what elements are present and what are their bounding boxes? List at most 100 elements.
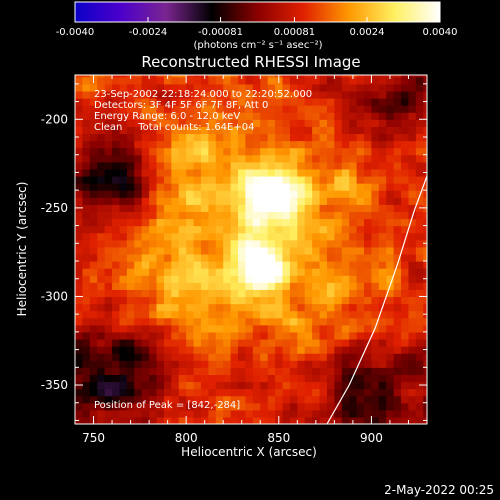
heatmap-cell [356,147,365,156]
heatmap-cell [289,360,298,368]
heatmap-cell [260,268,269,276]
heatmap-cell [112,395,121,404]
heatmap-cell [304,402,313,411]
heatmap-cell [223,324,232,333]
heatmap-cell [341,402,350,411]
heatmap-cell [89,140,98,149]
heatmap-cell [378,211,387,220]
heatmap-cell [356,296,365,305]
heatmap-cell [156,346,165,354]
heatmap-cell [371,140,380,149]
heatmap-cell [304,190,313,198]
heatmap-cell [260,296,269,305]
heatmap-cell [423,402,427,411]
heatmap-cell [304,112,313,120]
heatmap-cell [230,90,239,99]
heatmap-cell [356,374,365,383]
heatmap-cell [415,353,424,361]
heatmap-cell [364,246,373,255]
heatmap-cell [134,282,143,290]
heatmap-cell [193,246,202,255]
heatmap-cell [349,353,358,361]
heatmap-cell [319,112,328,120]
heatmap-cell [289,218,298,227]
heatmap-cell [401,119,410,127]
heatmap-cell [275,381,284,390]
heatmap-cell [415,161,424,170]
heatmap-cell [326,360,335,368]
heatmap-cell [178,416,187,424]
heatmap-cell [238,317,247,326]
heatmap-cell [423,119,427,127]
heatmap-cell [156,395,165,404]
heatmap-cell [312,388,321,397]
heatmap-cell [141,161,150,170]
heatmap-cell [252,374,261,383]
heatmap-cell [178,76,187,85]
heatmap-cell [163,239,172,248]
heatmap-cell [349,140,358,149]
heatmap-cell [82,90,91,99]
heatmap-cell [223,331,232,340]
heatmap-cell [341,381,350,390]
heatmap-cell [408,119,417,127]
heatmap-cell [97,388,106,397]
heatmap-cell [386,161,395,170]
heatmap-cell [364,211,373,220]
heatmap-cell [215,317,224,326]
heatmap-cell [230,324,239,333]
heatmap-cell [82,268,91,276]
heatmap-cell [112,119,121,127]
heatmap-cell [119,218,128,227]
heatmap-cell [149,168,158,177]
heatmap-cell [171,225,180,234]
heatmap-cell [415,218,424,227]
heatmap-cell [97,168,106,177]
heatmap-cell [245,147,254,156]
heatmap-cell [238,83,247,92]
heatmap-cell [230,310,239,319]
heatmap-cell [97,133,106,142]
heatmap-cell [156,204,165,213]
heatmap-cell [386,197,395,205]
heatmap-cell [349,310,358,319]
heatmap-cell [297,190,306,198]
heatmap-cell [393,374,402,383]
heatmap-cell [260,218,269,227]
heatmap-cell [208,303,217,312]
heatmap-cell [134,338,143,347]
heatmap-cell [75,275,84,283]
heatmap-cell [356,105,365,113]
heatmap-cell [82,282,91,290]
heatmap-cell [334,402,343,411]
heatmap-cell [89,197,98,205]
heatmap-cell [112,275,121,283]
heatmap-cell [178,218,187,227]
heatmap-cell [423,211,427,220]
heatmap-cell [386,126,395,135]
heatmap-cell [393,353,402,361]
heatmap-cell [75,409,84,418]
heatmap-cell [378,140,387,149]
heatmap-cell [200,168,209,177]
heatmap-cell [141,239,150,248]
heatmap-cell [230,211,239,220]
heatmap-cell [401,289,410,298]
heatmap-cell [275,353,284,361]
heatmap-cell [126,303,135,312]
heatmap-cell [119,324,128,333]
heatmap-cell [326,346,335,354]
heatmap-cell [208,204,217,213]
heatmap-cell [401,303,410,312]
heatmap-cell [230,175,239,184]
heatmap-cell [319,175,328,184]
heatmap-cell [260,76,269,85]
heatmap-cell [178,324,187,333]
heatmap-cell [193,409,202,418]
heatmap-cell [245,232,254,241]
heatmap-cell [112,303,121,312]
heatmap-cell [252,225,261,234]
heatmap-cell [334,303,343,312]
heatmap-cell [282,346,291,354]
heatmap-cell [334,225,343,234]
